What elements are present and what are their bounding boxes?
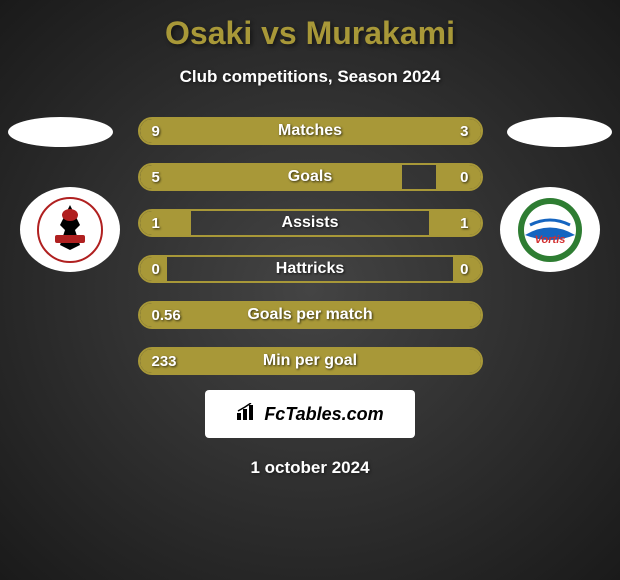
bar-left (140, 211, 191, 235)
comparison-title: Osaki vs Murakami (0, 15, 620, 52)
stat-row-assists: 1 Assists 1 (138, 209, 483, 237)
stat-label: Matches (278, 122, 342, 140)
vs-label: vs (261, 15, 305, 51)
player2-badge: Vortis (500, 187, 600, 272)
svg-text:Vortis: Vortis (535, 234, 566, 246)
stat-label: Goals (288, 168, 332, 186)
player1-badge (20, 187, 120, 272)
player2-name: Murakami (306, 15, 455, 51)
stat-row-matches: 9 Matches 3 (138, 117, 483, 145)
bar-right (436, 165, 480, 189)
value-left: 9 (152, 123, 160, 140)
value-left: 1 (152, 215, 160, 232)
stat-label: Assists (282, 214, 339, 232)
stat-row-min-per-goal: 233 Min per goal (138, 347, 483, 375)
stat-row-goals-per-match: 0.56 Goals per match (138, 301, 483, 329)
team-logo-right-icon: Vortis (515, 195, 585, 265)
stat-label: Min per goal (263, 352, 357, 370)
value-right: 0 (460, 169, 468, 186)
oval-decoration-right (507, 117, 612, 147)
bar-left (140, 165, 403, 189)
value-right: 3 (460, 123, 468, 140)
chart-area: Vortis 9 Matches 3 5 Goals 0 (0, 117, 620, 375)
value-left: 0.56 (152, 307, 181, 324)
player1-name: Osaki (165, 15, 252, 51)
fctables-label: FcTables.com (264, 404, 383, 425)
stats-bars-container: 9 Matches 3 5 Goals 0 1 Assists 1 (138, 117, 483, 375)
stat-label: Hattricks (276, 260, 344, 278)
value-left: 233 (152, 353, 177, 370)
bar-left (140, 119, 396, 143)
value-left: 0 (152, 261, 160, 278)
badge-circle-right: Vortis (500, 187, 600, 272)
team-logo-left-icon (35, 195, 105, 265)
fctables-badge[interactable]: FcTables.com (205, 390, 415, 438)
badge-circle-left (20, 187, 120, 272)
stat-row-hattricks: 0 Hattricks 0 (138, 255, 483, 283)
value-right: 1 (460, 215, 468, 232)
chart-icon (236, 403, 258, 426)
date-label: 1 october 2024 (0, 458, 620, 478)
value-left: 5 (152, 169, 160, 186)
bar-right (429, 211, 480, 235)
stat-label: Goals per match (247, 306, 372, 324)
value-right: 0 (460, 261, 468, 278)
oval-decoration-left (8, 117, 113, 147)
subtitle: Club competitions, Season 2024 (0, 67, 620, 87)
stat-row-goals: 5 Goals 0 (138, 163, 483, 191)
